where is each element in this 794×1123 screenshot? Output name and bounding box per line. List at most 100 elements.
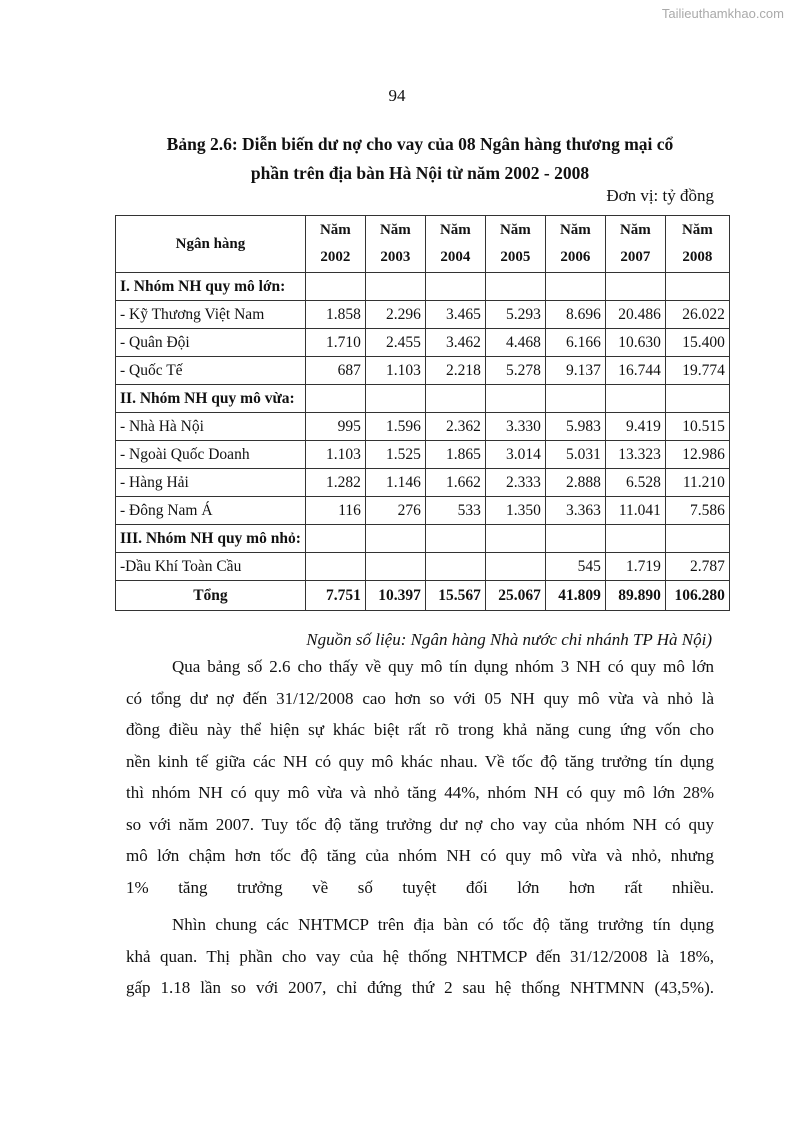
bank-name: -Dầu Khí Toàn Cầu <box>115 552 306 581</box>
cell-value: 4.468 <box>484 328 546 357</box>
cell-value: 16.744 <box>604 356 666 385</box>
cell-value: 11.210 <box>664 468 730 497</box>
cell-value: 19.774 <box>664 356 730 385</box>
cell-value: 2.888 <box>544 468 606 497</box>
bank-name: - Ngoài Quốc Doanh <box>115 440 306 469</box>
loan-table: Ngân hàng Năm 2002 Năm 2003 Năm 2004 Năm 2005 Nă… <box>115 215 730 611</box>
header-year-label: Năm <box>319 222 351 238</box>
header-year-label: Năm <box>439 222 471 238</box>
cell-value <box>484 552 546 581</box>
cell-value: 25.067 <box>484 580 546 611</box>
cell-value: 116 <box>304 496 366 525</box>
bank-name: - Kỹ Thương Việt Nam <box>115 300 306 329</box>
bank-name: - Quân Đội <box>115 328 306 357</box>
cell-value: 1.662 <box>424 468 486 497</box>
header-year: Năm 2007 <box>604 215 666 273</box>
cell-value: 1.865 <box>424 440 486 469</box>
bank-name: - Nhà Hà Nội <box>115 412 306 441</box>
unit-label: Đơn vị: tỷ đồng <box>606 186 714 205</box>
cell-value: 15.400 <box>664 328 730 357</box>
header-year-value: 2003 <box>380 249 411 265</box>
header-year-label: Năm <box>499 222 531 238</box>
header-year: Năm 2002 <box>304 215 366 273</box>
source-note: Nguồn số liệu: Ngân hàng Nhà nước chi nh… <box>306 630 712 649</box>
text-line: đồng điều này thể hiện sự khác biệt rất … <box>126 720 714 739</box>
text-line: Qua bảng số 2.6 cho thấy về quy mô tín d… <box>172 657 714 676</box>
cell-value: 1.596 <box>364 412 426 441</box>
cell-value: 1.103 <box>364 356 426 385</box>
cell-value <box>424 552 486 581</box>
cell-value <box>544 384 606 413</box>
table-row: - Nhà Hà Nội 995 1.596 2.362 3.330 5.983 9.419… <box>115 412 730 441</box>
header-year: Năm 2004 <box>424 215 486 273</box>
cell-value: 533 <box>424 496 486 525</box>
cell-value: 20.486 <box>604 300 666 329</box>
text-line: có tổng dư nợ đến 31/12/2008 cao hơn so … <box>126 688 714 708</box>
paragraph-1: Qua bảng số 2.6 cho thấy về quy mô tín d… <box>126 651 714 903</box>
cell-value: 8.696 <box>544 300 606 329</box>
cell-value: 3.462 <box>424 328 486 357</box>
cell-value: 9.137 <box>544 356 606 385</box>
cell-value <box>604 384 666 413</box>
table-title: Bảng 2.6: Diễn biến dư nợ cho vay của 08… <box>110 130 730 188</box>
cell-value: 9.419 <box>604 412 666 441</box>
cell-value: 2.296 <box>364 300 426 329</box>
cell-value <box>664 524 730 553</box>
header-year-value: 2005 <box>500 249 531 265</box>
cell-value <box>484 524 546 553</box>
cell-value: 1.858 <box>304 300 366 329</box>
text-line: mô lớn chậm hơn tốc độ tăng của nhóm NH … <box>126 846 714 865</box>
bank-name: - Quốc Tế <box>115 356 306 385</box>
cell-value <box>364 524 426 553</box>
text-line: Nhìn chung các NHTMCP trên địa bàn có tố… <box>172 915 714 934</box>
cell-value: 3.330 <box>484 412 546 441</box>
cell-value: 89.890 <box>604 580 666 611</box>
cell-value: 3.014 <box>484 440 546 469</box>
header-year: Năm 2005 <box>484 215 546 273</box>
text-line: 1% tăng trưởng về số tuyệt đối lớn hơn r… <box>126 877 714 897</box>
header-year: Năm 2003 <box>364 215 426 273</box>
cell-value <box>364 384 426 413</box>
cell-value: 1.710 <box>304 328 366 357</box>
text-line: thì nhóm NH có quy mô vừa và nhỏ tăng 44… <box>126 783 714 802</box>
bank-name: - Hàng Hải <box>115 468 306 497</box>
cell-value: 6.166 <box>544 328 606 357</box>
cell-value: 6.528 <box>604 468 666 497</box>
watermark: Tailieuthamkhao.com <box>661 6 784 21</box>
paragraph-2: Nhìn chung các NHTMCP trên địa bàn có tố… <box>126 909 714 1004</box>
cell-value <box>664 272 730 301</box>
cell-value: 2.455 <box>364 328 426 357</box>
cell-value: 5.983 <box>544 412 606 441</box>
table-row: - Ngoài Quốc Doanh 1.103 1.525 1.865 3.014 5.… <box>115 440 730 469</box>
cell-value: 13.323 <box>604 440 666 469</box>
cell-value: 7.751 <box>304 580 366 611</box>
group-row: III. Nhóm NH quy mô nhỏ: <box>115 524 730 553</box>
text-line: khả quan. Thị phần cho vay của hệ thống … <box>126 946 714 966</box>
header-year-value: 2006 <box>560 249 591 265</box>
cell-value: 5.293 <box>484 300 546 329</box>
header-year-label: Năm <box>379 222 411 238</box>
bank-name: - Đông Nam Á <box>115 496 306 525</box>
cell-value: 3.363 <box>544 496 606 525</box>
header-year-value: 2004 <box>440 249 471 265</box>
text-line: so với năm 2007. Tuy tốc độ tăng trưởng … <box>126 814 714 834</box>
table-row: - Quốc Tế 687 1.103 2.218 5.278 9.137 16.744 19… <box>115 356 730 385</box>
cell-value <box>424 384 486 413</box>
cell-value <box>364 552 426 581</box>
cell-value <box>304 524 366 553</box>
cell-value <box>544 272 606 301</box>
cell-value <box>604 524 666 553</box>
header-year-label: Năm <box>681 222 713 238</box>
header-year-label: Năm <box>559 222 591 238</box>
title-line-2: phần trên địa bàn Hà Nội từ năm 2002 - 2… <box>250 163 590 183</box>
cell-value <box>304 384 366 413</box>
text-line: gấp 1.18 lần so với 2007, chỉ đứng thứ 2… <box>126 978 714 997</box>
cell-value <box>304 552 366 581</box>
table-row: -Dầu Khí Toàn Cầu 545 1.719 2.787 <box>115 552 730 581</box>
cell-value: 1.525 <box>364 440 426 469</box>
header-bank: Ngân hàng <box>115 215 306 273</box>
cell-value: 2.333 <box>484 468 546 497</box>
cell-value: 12.986 <box>664 440 730 469</box>
cell-value <box>484 272 546 301</box>
